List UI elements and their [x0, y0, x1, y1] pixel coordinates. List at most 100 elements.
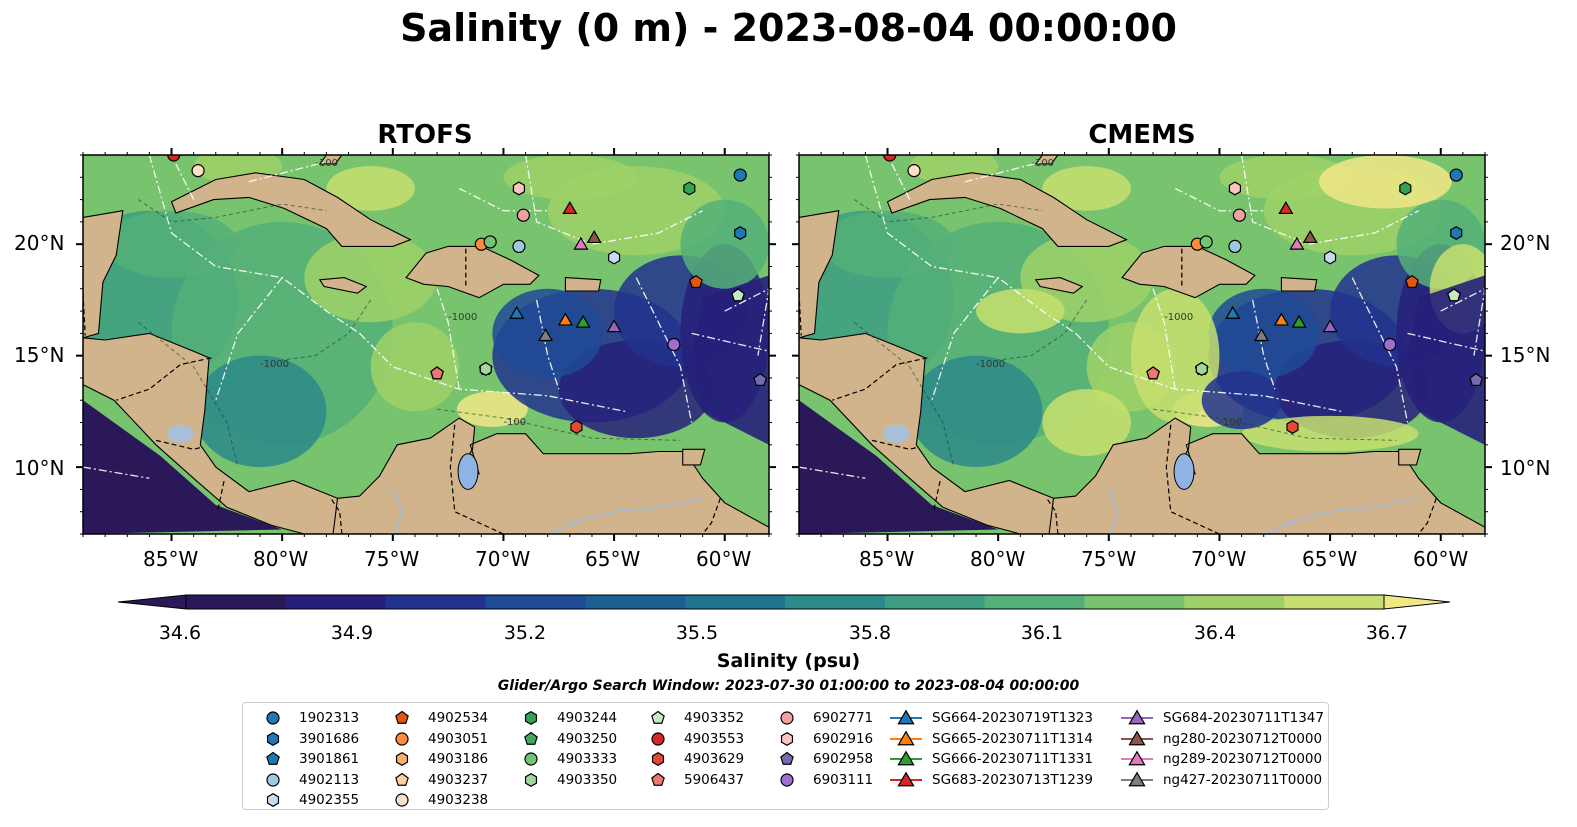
- eez-boundary: [1152, 288, 1176, 390]
- circle-marker-icon: [524, 752, 538, 766]
- legend-label: 4902113: [299, 771, 360, 788]
- river: [1285, 497, 1419, 524]
- contour-label: -100: [315, 158, 338, 169]
- circle-marker-icon: [395, 731, 409, 746]
- bathymetry-contour: [138, 199, 327, 223]
- observation-marker-3901686: [1450, 226, 1463, 241]
- river: [1108, 489, 1119, 534]
- border-line: [449, 424, 507, 534]
- lon-tick-label: 75°W: [1081, 547, 1137, 571]
- border-line: [799, 293, 802, 336]
- observation-marker-SG683-20230713T1239: [562, 201, 578, 215]
- lon-tick-label: 70°W: [475, 547, 531, 571]
- observation-marker-4902534: [689, 274, 703, 288]
- contour-label: -100: [503, 417, 526, 428]
- colorbar-segment: [385, 595, 487, 609]
- observation-marker-4903352: [1447, 288, 1461, 302]
- observation-marker-SG665-20230711T1314: [1273, 312, 1289, 326]
- legend-label: ng427-20230711T0000: [1163, 771, 1323, 788]
- land-bahamas: [1034, 155, 1059, 165]
- legend-label: 4903051: [428, 730, 489, 747]
- border-line: [330, 497, 343, 534]
- observation-marker-ng427-20230711T0000: [537, 328, 554, 342]
- colorbar-segment: [186, 595, 287, 609]
- colorbar-segment: [984, 595, 1086, 609]
- pentagon-marker-icon: [524, 731, 538, 745]
- legend-label: ng289-20230712T0000: [1163, 751, 1323, 767]
- triangle-marker-icon: [1121, 729, 1153, 745]
- observation-marker-6902771: [516, 208, 530, 222]
- observation-marker-SG665-20230711T1314: [557, 312, 573, 326]
- border-line: [1418, 498, 1437, 534]
- contour-label: -1000: [976, 359, 1005, 370]
- legend-label: 3901686: [299, 730, 360, 747]
- observation-marker-1902313: [1449, 168, 1463, 182]
- land-jamaica: [318, 277, 368, 294]
- legend-label: 5906437: [684, 771, 745, 788]
- triangle-marker-icon: [890, 709, 922, 725]
- triangle-marker-icon: [890, 770, 922, 786]
- observation-marker-4903333: [483, 235, 497, 249]
- lon-tick-label: 60°W: [696, 547, 752, 571]
- lake-nicaragua: [167, 424, 194, 443]
- hexagon-marker-icon: [651, 752, 665, 766]
- observation-marker-SG684-20230711T1347: [606, 319, 622, 333]
- legend-label: 1902313: [299, 710, 360, 726]
- observation-marker-4902355: [1324, 250, 1337, 265]
- lon-tick-label: 80°W: [970, 547, 1026, 571]
- lat-tick-label-right: 20°N: [1500, 231, 1551, 255]
- legend-label: 6903111: [813, 771, 874, 788]
- land-hispaniola: [405, 245, 540, 299]
- eez-boundary: [964, 161, 1043, 183]
- border-line: [871, 439, 919, 450]
- colorbar-segment: [785, 595, 886, 609]
- pacific-ocean: [83, 400, 283, 534]
- triangle-marker-icon: [890, 729, 922, 745]
- lat-tick-label-right: 15°N: [1500, 343, 1551, 367]
- colorbar-frame: [185, 594, 1385, 610]
- lat-tick-label-right: 10°N: [1500, 456, 1551, 480]
- land-puerto-rico: [1280, 277, 1318, 292]
- colorbar-tick-label: 36.4: [1193, 622, 1237, 644]
- colorbar-segment: [585, 595, 686, 609]
- lon-tick-label: 70°W: [1191, 547, 1247, 571]
- border-line: [217, 478, 226, 510]
- legend-label: ng280-20230712T0000: [1163, 730, 1323, 747]
- circle-marker-icon: [651, 731, 665, 746]
- colorbar-segment: [884, 595, 986, 609]
- map-panels: -100 -1000 -1000 -100 -100 -1000 -1000 -100: [76, 148, 1492, 541]
- hexagon-marker-icon: [780, 731, 794, 746]
- legend-label: 4903333: [557, 751, 618, 767]
- observation-marker-6902916: [512, 181, 526, 196]
- legend-label: 4903186: [428, 751, 489, 767]
- observation-marker-6902916: [1228, 181, 1242, 196]
- border-line: [832, 357, 928, 401]
- colorbar-tick-label: 36.7: [1365, 622, 1409, 644]
- eez-boundary: [724, 288, 769, 356]
- observation-marker-5906437: [1146, 366, 1160, 380]
- land-yucatan: [83, 210, 124, 339]
- observation-marker-SG683-20230713T1239: [1278, 201, 1294, 215]
- colorbar-extend-low: [117, 594, 187, 610]
- map-panel-rtofs: -100 -1000 -1000 -100: [76, 148, 776, 541]
- river: [547, 519, 582, 534]
- triangle-marker-icon: [1121, 770, 1153, 786]
- legend-label: 4903350: [557, 771, 618, 788]
- bathymetry-contour: [436, 408, 681, 441]
- colorbar-segment: [685, 595, 786, 609]
- observation-marker-ng289-20230712T0000: [1289, 236, 1305, 250]
- legend: 1902313 3901686 3901861 4902113 4902355 49025…: [242, 702, 1329, 810]
- contour-label: -1000: [260, 359, 289, 370]
- colorbar-tick-label: 34.6: [158, 622, 202, 644]
- river: [1263, 519, 1298, 534]
- contour-label: -100: [1219, 417, 1242, 428]
- legend-label: SG666-20230711T1331: [932, 751, 1093, 767]
- land-south-america: [332, 417, 769, 534]
- legend-label: 4902534: [428, 710, 489, 726]
- pentagon-marker-icon: [651, 710, 665, 724]
- triangle-marker-icon: [1121, 709, 1153, 725]
- pacific-ocean: [799, 400, 999, 534]
- observation-marker-4903238: [191, 164, 205, 178]
- border-line: [83, 293, 86, 336]
- circle-marker-icon: [395, 793, 409, 807]
